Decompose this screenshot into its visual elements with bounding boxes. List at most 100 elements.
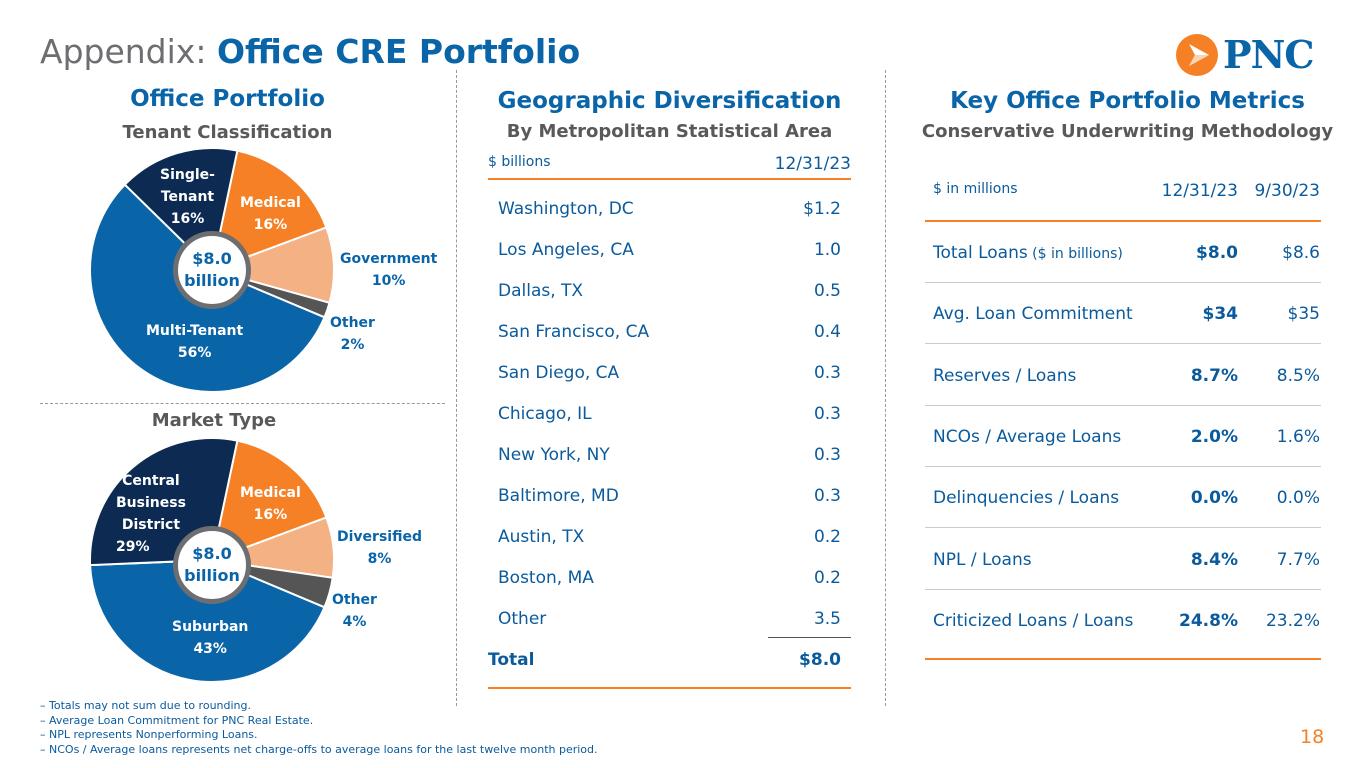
divider bbox=[925, 343, 1321, 345]
pie-center-total: $8.0 billion bbox=[173, 231, 251, 309]
metric-name: Total Loans bbox=[933, 243, 1028, 263]
metric-name: Criticized Loans / Loans bbox=[933, 610, 1134, 631]
divider bbox=[925, 465, 1321, 467]
metric-row: Delinquencies / Loans 0.0% 0.0% bbox=[933, 488, 1320, 508]
metric-current: $8.0 bbox=[1196, 243, 1238, 263]
geo-row-name: Austin, TX bbox=[498, 527, 585, 547]
metric-prior: $35 bbox=[1287, 304, 1320, 325]
geo-title: Geographic Diversification bbox=[497, 88, 842, 114]
metric-name: Avg. Loan Commitment bbox=[933, 304, 1133, 325]
geo-total-row: Total $8.0 bbox=[488, 650, 841, 670]
metric-row: Avg. Loan Commitment $34 $35 bbox=[933, 304, 1320, 324]
divider bbox=[925, 220, 1321, 222]
pie-slice-medical bbox=[210, 439, 328, 562]
metric-prior: 7.7% bbox=[1276, 549, 1320, 570]
geo-date: 12/31/23 bbox=[774, 154, 851, 174]
metric-name: NPL / Loans bbox=[933, 549, 1032, 570]
divider bbox=[768, 637, 851, 638]
metric-current: 24.8% bbox=[1179, 610, 1238, 631]
geo-row: Boston, MA 0.2 bbox=[498, 568, 841, 588]
geo-row: San Diego, CA 0.3 bbox=[498, 363, 841, 383]
geo-row-name: Washington, DC bbox=[498, 199, 634, 219]
metric-note: ($ in billions) bbox=[1027, 246, 1123, 262]
metric-current: 8.7% bbox=[1190, 365, 1238, 386]
geo-row: Other 3.5 bbox=[498, 609, 841, 629]
geo-row-value: 0.3 bbox=[813, 404, 841, 424]
geo-row: Baltimore, MD 0.3 bbox=[498, 486, 841, 506]
pie-center-total-market: $8.0 billion bbox=[173, 526, 251, 604]
geo-row-name: Chicago, IL bbox=[498, 404, 592, 424]
geo-row-name: Boston, MA bbox=[498, 568, 594, 588]
divider bbox=[925, 588, 1321, 590]
divider bbox=[456, 70, 457, 706]
metrics-col2: 9/30/23 bbox=[1254, 181, 1320, 201]
metrics-title: Key Office Portfolio Metrics bbox=[950, 88, 1305, 114]
page-title: Appendix: Office CRE Portfolio bbox=[40, 32, 581, 71]
geo-row-value: 0.5 bbox=[813, 281, 841, 301]
metric-name: NCOs / Average Loans bbox=[933, 426, 1122, 447]
metrics-unit: $ in millions bbox=[933, 181, 1018, 197]
pie-slice-government bbox=[208, 226, 335, 305]
geo-row-value: 0.4 bbox=[813, 322, 841, 342]
label-other-market: Other 4% bbox=[332, 592, 377, 630]
label-diversified: Diversified 8% bbox=[337, 529, 422, 567]
metric-name: Reserves / Loans bbox=[933, 365, 1077, 386]
metric-prior: 0.0% bbox=[1276, 488, 1320, 509]
geo-row-value: 0.3 bbox=[813, 445, 841, 465]
geo-row-value: 1.0 bbox=[813, 240, 841, 260]
divider bbox=[925, 282, 1321, 283]
label-cbd: Central Business District 29% bbox=[116, 473, 186, 555]
divider bbox=[885, 70, 886, 706]
metric-name: Delinquencies / Loans bbox=[933, 488, 1120, 509]
label-single-tenant: Single- Tenant 16% bbox=[160, 167, 215, 227]
geo-row: Chicago, IL 0.3 bbox=[498, 404, 841, 424]
office-portfolio-title: Office Portfolio bbox=[130, 86, 325, 112]
geo-row: Washington, DC $1.2 bbox=[498, 199, 841, 219]
label-other: Other 2% bbox=[330, 315, 375, 353]
metrics-subtitle: Conservative Underwriting Methodology bbox=[921, 121, 1334, 142]
geo-row-name: New York, NY bbox=[498, 445, 610, 465]
geo-row: New York, NY 0.3 bbox=[498, 445, 841, 465]
geo-unit: $ billions bbox=[488, 154, 551, 170]
metric-current: 2.0% bbox=[1190, 426, 1238, 447]
label-multi-tenant: Multi-Tenant 56% bbox=[146, 323, 244, 361]
geo-row-value: 3.5 bbox=[813, 609, 841, 629]
divider bbox=[40, 403, 445, 404]
metric-row: NPL / Loans 8.4% 7.7% bbox=[933, 550, 1320, 570]
geo-row: San Francisco, CA 0.4 bbox=[498, 322, 841, 342]
metric-row: Criticized Loans / Loans 24.8% 23.2% bbox=[933, 611, 1320, 631]
divider bbox=[925, 527, 1321, 529]
metric-row: Reserves / Loans 8.7% 8.5% bbox=[933, 366, 1320, 386]
divider bbox=[925, 404, 1321, 406]
metric-current: 0.0% bbox=[1190, 488, 1238, 509]
metric-current: $34 bbox=[1202, 304, 1239, 325]
pnc-logo-text: PNC bbox=[1223, 32, 1315, 77]
metric-row: NCOs / Average Loans 2.0% 1.6% bbox=[933, 427, 1320, 447]
geo-row-name: San Francisco, CA bbox=[498, 322, 650, 342]
pie-slice-suburban bbox=[89, 558, 326, 683]
metric-prior: 1.6% bbox=[1276, 426, 1320, 447]
geo-row-name: Other bbox=[498, 609, 547, 629]
market-type-subtitle: Market Type bbox=[151, 410, 277, 431]
pie-slice-medical bbox=[210, 149, 328, 272]
label-medical: Medical 16% bbox=[240, 195, 301, 233]
divider bbox=[488, 687, 851, 689]
pnc-logo: PNC bbox=[1175, 32, 1315, 77]
metric-prior: 8.5% bbox=[1276, 365, 1320, 386]
geo-row-name: San Diego, CA bbox=[498, 363, 620, 383]
geo-row-value: $1.2 bbox=[803, 199, 841, 219]
geo-row-value: 0.2 bbox=[813, 568, 841, 588]
geo-row: Los Angeles, CA 1.0 bbox=[498, 240, 841, 260]
metric-row: Total Loans ($ in billions) $8.0 $8.6 bbox=[933, 243, 1320, 263]
page-number: 18 bbox=[1300, 726, 1325, 748]
geo-row-value: 0.3 bbox=[813, 363, 841, 383]
label-government: Government 10% bbox=[340, 251, 438, 289]
metrics-col1: 12/31/23 bbox=[1161, 181, 1238, 201]
geo-row-name: Baltimore, MD bbox=[498, 486, 619, 506]
metric-prior: 23.2% bbox=[1265, 610, 1320, 631]
geo-row-value: 0.2 bbox=[813, 527, 841, 547]
label-suburban: Suburban 43% bbox=[172, 619, 249, 657]
geo-subtitle: By Metropolitan Statistical Area bbox=[506, 121, 833, 142]
pnc-logo-icon bbox=[1176, 33, 1218, 76]
metric-prior: $8.6 bbox=[1282, 243, 1320, 263]
